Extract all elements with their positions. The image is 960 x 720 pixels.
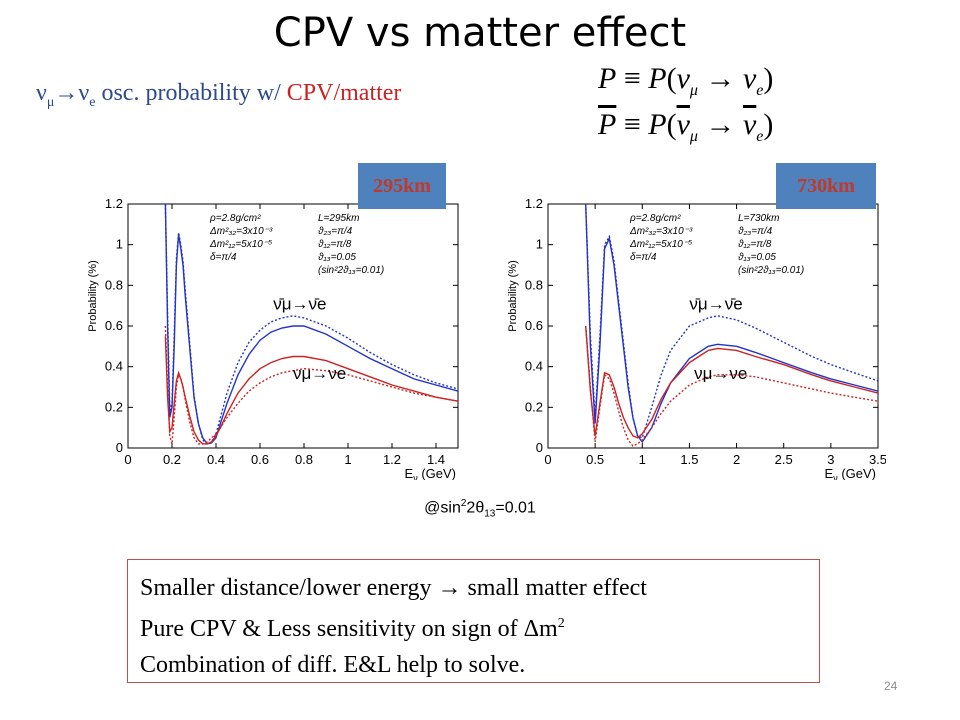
mu-subscript: μ [46,94,55,110]
y-tick-label: 1 [536,237,543,252]
x-tick-label: 1.2 [383,452,401,467]
slide-title: CPV vs matter effect [273,10,687,56]
param-label: ρ=2.8g/cm² [209,213,261,224]
param-label: ϑ₁₃=0.05 [738,252,776,263]
series-line-1 [585,204,878,439]
x-tick-label: 0.2 [163,452,181,467]
param-label: ϑ₂₃=π/4 [318,226,353,237]
curve-annotation: ν̄μ→ν̄e [689,295,742,314]
nu-e-symbol: ν [78,80,90,106]
y-tick-label: 0.2 [525,399,543,414]
x-tick-label: 0.8 [295,452,313,467]
x-tick-label: 0.4 [207,452,225,467]
x-tick-label: 1 [344,452,351,467]
y-tick-label: 0.8 [105,277,123,292]
probability-chart-730km: 0 0.5 1 1.5 2 2.5 3 3.5 0 0.2 0.4 0.6 0.8 1 1.2 Eν (GeV… [507,196,886,480]
param-label: Δm²₃₂=3x10⁻³ [209,226,273,237]
x-tick-label: 3 [827,452,834,467]
badge-730km: 730km [776,163,876,209]
param-label: L=730km [738,213,779,224]
summary-line: Combination of diff. E&L help to solve. [140,652,526,678]
param-label: ρ=2.8g/cm² [629,213,681,224]
arrow-icon: → [54,80,79,106]
series-line-2 [164,336,458,445]
x-axis-label: Eν (GeV) [405,466,456,480]
plot-frame [547,203,879,449]
param-label: Δm²₁₂=5x10⁻⁵ [629,239,692,250]
subtitle-text: osc. probability w/ [95,80,287,106]
badge-295km: 295km [358,163,446,209]
x-tick-label: 1.5 [680,452,698,467]
y-tick-label: 0.8 [525,277,543,292]
probability-chart-295km: 0 0.2 0.4 0.6 0.8 1 1.2 1.4 0 0.2 0.4 0.6 0.8 1 1.2 Eν … [87,196,459,480]
series-line-3 [164,325,458,445]
x-tick-label: 2 [733,452,740,467]
y-tick-label: 0.4 [105,359,123,374]
curve-annotation: νμ→νe [293,364,346,383]
formula-pbar: P ≡ P(νμ → νe) [598,108,774,145]
e-subscript: e [89,94,96,110]
summary-line: Pure CPV & Less sensitivity on sign of Δ… [140,616,565,642]
y-tick-label: 0.6 [105,318,123,333]
series-line-2 [585,325,878,439]
x-tick-label: 0 [124,452,131,467]
param-label: L=295km [318,213,359,224]
x-tick-label: 0.6 [251,452,269,467]
x-tick-label: 0.5 [586,452,604,467]
x-tick-label: 3.5 [869,452,886,467]
x-tick-label: 2.5 [775,452,793,467]
y-tick-label: 1.2 [525,196,543,211]
y-axis-label: Probability (%) [87,260,99,332]
curve-annotation: ν̄μ→ν̄e [273,295,326,314]
x-tick-label: 0 [544,452,551,467]
series-line-1 [164,204,458,445]
y-axis-label: Probability (%) [507,260,519,332]
slide-subtitle: νμ→νe osc. probability w/ CPV/matter [36,80,401,111]
curve-annotation: νμ→νe [694,364,747,383]
param-label: ϑ₂₃=π/4 [738,226,773,237]
x-tick-label: 1.4 [427,452,445,467]
sin-note: @sin22θ13=0.01 [424,498,536,520]
formula-p: P ≡ P(νμ → νe) [598,62,774,99]
param-label: ϑ₁₂=π/8 [738,239,772,250]
y-tick-label: 0 [116,440,123,455]
y-tick-label: 0.4 [525,359,543,374]
param-label: (sin²2ϑ₁₃=0.01) [738,265,804,276]
subtitle-highlight: CPV/matter [286,80,402,106]
page-number: 24 [884,679,898,693]
series-line-3 [585,325,878,447]
param-label: δ=π/4 [630,252,657,263]
summary-box: Smaller distance/lower energy → small ma… [127,559,820,683]
param-label: (sin²2ϑ₁₃=0.01) [318,265,384,276]
x-tick-label: 1 [639,452,646,467]
y-tick-label: 0.6 [525,318,543,333]
param-label: Δm²₃₂=3x10⁻³ [629,226,693,237]
x-axis-label: Eν (GeV) [825,466,876,480]
y-tick-label: 0.2 [105,399,123,414]
param-label: ϑ₁₃=0.05 [318,252,356,263]
summary-line: Smaller distance/lower energy → small ma… [140,575,647,601]
y-tick-label: 1.2 [105,196,123,211]
param-label: Δm²₁₂=5x10⁻⁵ [209,239,272,250]
param-label: ϑ₁₂=π/8 [318,239,352,250]
y-tick-label: 1 [116,237,123,252]
nu-mu-symbol: ν [36,80,47,106]
param-label: δ=π/4 [210,252,237,263]
y-tick-label: 0 [536,440,543,455]
